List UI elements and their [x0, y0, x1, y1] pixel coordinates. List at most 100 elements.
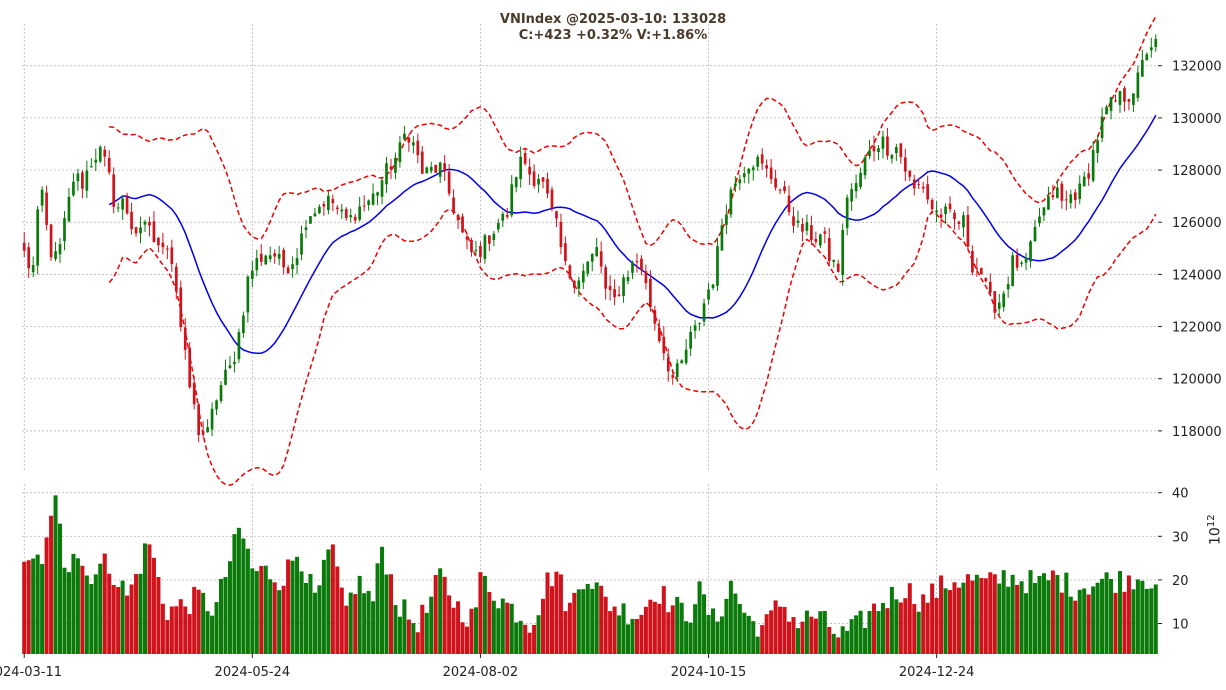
- candle-body: [465, 236, 469, 240]
- candle-body: [684, 349, 688, 363]
- volume-bar: [710, 608, 716, 654]
- volume-bar: [706, 614, 711, 654]
- volume-bar: [889, 586, 894, 654]
- candle-body: [1123, 88, 1126, 102]
- volume-bar: [321, 559, 326, 654]
- volume-bar: [210, 615, 215, 654]
- volume-tick-label: 20: [1172, 574, 1189, 589]
- candle-body: [331, 198, 335, 204]
- volume-bar: [201, 592, 206, 654]
- volume-bar: [232, 534, 237, 654]
- volume-bar: [397, 616, 402, 654]
- volume-bar: [523, 624, 528, 654]
- volume-bar: [402, 599, 407, 654]
- volume-bar: [160, 603, 165, 654]
- candle-body: [859, 172, 862, 188]
- candle-body: [107, 157, 111, 173]
- volume-bar: [907, 583, 912, 654]
- candle-body: [1033, 226, 1037, 242]
- candle-body: [219, 385, 223, 401]
- candle-body: [85, 170, 89, 191]
- candle-body: [1069, 194, 1073, 204]
- candle-body: [1145, 54, 1149, 61]
- volume-bar: [831, 633, 836, 654]
- volume-bar: [375, 563, 380, 654]
- candle-body: [291, 264, 294, 270]
- candle-body: [295, 257, 299, 266]
- volume-bar: [1153, 584, 1158, 654]
- volume-bar: [75, 558, 80, 654]
- volume-bar: [787, 621, 792, 654]
- candle-body: [94, 159, 98, 163]
- candle-body: [434, 164, 438, 173]
- candle-body: [282, 249, 285, 268]
- volume-bar: [845, 630, 850, 654]
- volume-bar: [357, 575, 362, 654]
- volume-bar: [53, 495, 58, 654]
- volume-bar: [344, 605, 349, 654]
- volume-bar: [411, 623, 416, 654]
- volume-bar: [281, 585, 286, 654]
- candle-body: [903, 157, 907, 172]
- candle-body: [407, 137, 411, 143]
- candle-body: [215, 400, 218, 410]
- candle-body: [626, 276, 630, 282]
- candle-body: [631, 262, 634, 273]
- volume-bar: [979, 577, 984, 654]
- volume-bar: [585, 583, 590, 654]
- volume-bar: [35, 554, 40, 654]
- volume-bar: [1068, 596, 1073, 654]
- candle-body: [496, 223, 500, 230]
- candle-body: [649, 278, 652, 308]
- candle-body: [975, 268, 979, 270]
- candle-body: [242, 315, 245, 334]
- volume-bar: [894, 599, 899, 654]
- candle-body: [228, 365, 232, 368]
- candle-body: [890, 155, 894, 159]
- price-tick-label: 120000: [1172, 373, 1222, 388]
- candle-body: [1105, 106, 1108, 115]
- volume-bars: [22, 495, 1158, 654]
- candle-body: [586, 261, 590, 274]
- candle-body: [1011, 255, 1014, 286]
- volume-bar: [178, 599, 183, 654]
- candle-body: [939, 214, 943, 218]
- candle-body: [125, 196, 129, 214]
- volume-bar: [1073, 600, 1078, 654]
- volume-bar: [433, 574, 438, 654]
- volume-tick-label: 10: [1172, 617, 1189, 632]
- volume-bar: [809, 616, 814, 654]
- volume-bar: [657, 603, 662, 654]
- candle-body: [742, 173, 746, 178]
- candle-body: [537, 178, 540, 185]
- volume-bar: [303, 582, 309, 654]
- volume-bar: [308, 574, 313, 654]
- candle-body: [635, 261, 639, 263]
- volume-bar: [424, 612, 429, 654]
- volume-bar: [219, 578, 224, 654]
- volume-bar: [648, 599, 653, 654]
- volume-bar: [80, 565, 85, 654]
- candle-body: [613, 289, 616, 298]
- volume-bar: [66, 572, 71, 654]
- volume-bar: [791, 617, 796, 654]
- candle-body: [971, 251, 974, 273]
- candle-body: [116, 207, 120, 209]
- volume-bar: [1046, 580, 1051, 654]
- candle-body: [304, 227, 308, 230]
- candle-body: [300, 233, 303, 255]
- volume-bar: [854, 615, 859, 654]
- candles: [22, 34, 1158, 443]
- volume-bar: [1015, 584, 1020, 654]
- candle-body: [555, 211, 558, 219]
- candle-body: [796, 220, 800, 223]
- volume-bar: [898, 602, 903, 654]
- candle-body: [121, 198, 124, 210]
- volume-bar: [679, 602, 684, 654]
- volume-bar: [142, 543, 148, 654]
- volume-bar: [760, 625, 765, 654]
- candle-body: [895, 147, 898, 154]
- candle-body: [818, 234, 822, 246]
- volume-bar: [617, 615, 622, 654]
- candle-body: [1015, 254, 1019, 268]
